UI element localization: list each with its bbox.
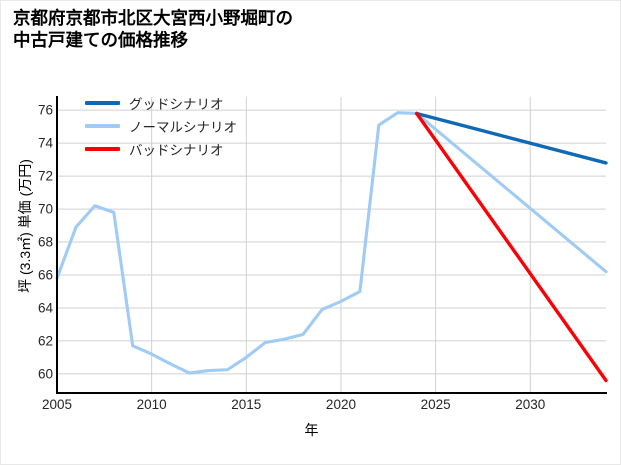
x-axis-line xyxy=(56,392,607,394)
legend-item[interactable]: バッドシナリオ xyxy=(85,137,295,160)
y-axis-tick-labels: 60 62 64 66 68 70 72 74 76 xyxy=(1,1,53,466)
x-axis-tick-label: 2005 xyxy=(41,397,73,412)
x-axis-tick-label: 2010 xyxy=(136,397,167,412)
y-axis-tick-label: 72 xyxy=(37,168,53,184)
y-axis-tick-label: 70 xyxy=(37,201,53,217)
x-axis-tick-label: 2030 xyxy=(515,397,546,412)
legend-color-swatch xyxy=(85,100,120,105)
y-axis-tick-label: 74 xyxy=(37,135,53,151)
y-axis-tick-label: 68 xyxy=(37,234,53,250)
y-axis-tick-label: 76 xyxy=(37,102,53,118)
x-axis-tick-label: 2020 xyxy=(325,397,356,412)
legend-item[interactable]: ノーマルシナリオ xyxy=(85,114,295,137)
y-axis-line xyxy=(56,96,58,393)
x-axis-tick-label: 2025 xyxy=(420,397,451,412)
x-axis-label: 年 xyxy=(304,422,319,438)
chart-legend: グッドシナリオ ノーマルシナリオ バッドシナリオ xyxy=(85,91,295,160)
page-title: 京都府京都市北区大宮西小野堀町の 中古戸建ての価格推移 xyxy=(13,8,293,51)
legend-item[interactable]: グッドシナリオ xyxy=(85,91,295,114)
series-line xyxy=(55,111,608,375)
legend-item-label: ノーマルシナリオ xyxy=(129,119,237,135)
series-line xyxy=(414,111,608,383)
y-axis-tick-label: 64 xyxy=(37,300,53,316)
y-axis-label: 坪 (3.3㎡) 単価 (万円) xyxy=(17,159,33,293)
legend-item-label: グッドシナリオ xyxy=(129,96,224,112)
legend-item-label: バッドシナリオ xyxy=(129,142,224,158)
series-line xyxy=(414,111,608,165)
x-axis-tick-label: 2015 xyxy=(231,397,262,412)
y-axis-tick-label: 66 xyxy=(37,267,53,283)
legend-color-swatch xyxy=(85,123,120,128)
y-axis-tick-label: 60 xyxy=(37,366,53,382)
legend-color-swatch xyxy=(85,146,120,151)
y-axis-tick-label: 62 xyxy=(37,333,53,349)
data-series xyxy=(55,111,608,383)
